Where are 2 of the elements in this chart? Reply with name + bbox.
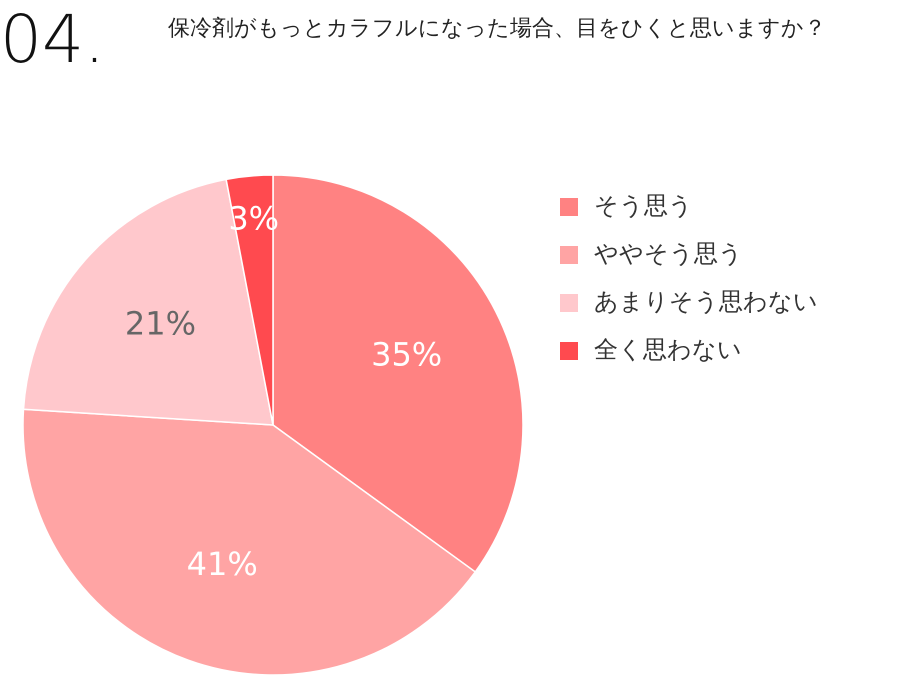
subtitle: 保冷剤がもっとカラフルになった場合、目をひくと思いますか？ — [168, 15, 827, 43]
title: 04. — [0, 1, 105, 78]
